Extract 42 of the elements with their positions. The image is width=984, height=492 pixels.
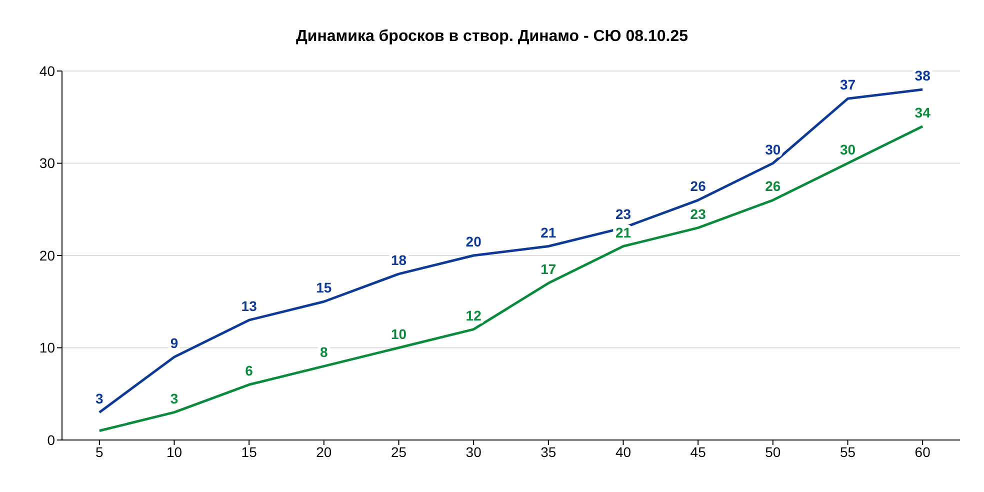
x-tick-label: 60 — [914, 444, 931, 460]
data-label: 13 — [241, 298, 258, 314]
data-label: 26 — [765, 178, 781, 194]
x-tick-label: 35 — [540, 444, 556, 460]
data-label: 30 — [840, 141, 856, 158]
data-label: 38 — [914, 67, 931, 84]
x-tick-label: 40 — [615, 444, 632, 460]
x-tick-label: 45 — [690, 444, 706, 460]
data-label: 10 — [390, 326, 407, 342]
x-tick-label: 50 — [765, 444, 781, 460]
line-series — [98, 125, 924, 432]
data-label: 34 — [914, 104, 931, 120]
data-label: 23 — [690, 206, 706, 222]
data-label: 23 — [615, 206, 632, 222]
x-tick-label: 5 — [96, 444, 104, 460]
y-tick-label: 10 — [39, 340, 56, 356]
data-label: 9 — [170, 334, 178, 351]
data-label: 18 — [390, 252, 407, 268]
data-label: 3 — [170, 390, 178, 406]
x-tick-label: 20 — [316, 444, 332, 460]
data-label: 3 — [96, 390, 104, 406]
data-label: 21 — [615, 224, 632, 240]
data-label: 26 — [690, 178, 706, 194]
data-label: 37 — [840, 76, 856, 93]
y-tick-label: 0 — [47, 432, 56, 448]
data-label: 20 — [466, 234, 482, 250]
data-label: 17 — [540, 261, 556, 278]
x-tick-label: 15 — [241, 444, 258, 460]
y-tick-label: 40 — [39, 62, 56, 79]
x-tick-label: 25 — [390, 444, 407, 460]
data-label: 30 — [765, 141, 781, 158]
data-label: 15 — [316, 280, 332, 296]
y-tick-label: 20 — [39, 247, 56, 264]
x-tick-label: 55 — [840, 444, 856, 460]
x-tick-label: 30 — [466, 444, 482, 460]
data-label: 12 — [466, 307, 482, 324]
y-tick-label: 30 — [39, 155, 56, 172]
x-tick-label: 10 — [166, 444, 182, 460]
data-label: 6 — [245, 362, 254, 379]
data-label: 8 — [320, 344, 328, 360]
chart-title: Динамика бросков в створ. Динамо - СЮ 08.10.25 — [294, 28, 690, 46]
data-label: 21 — [540, 224, 556, 240]
